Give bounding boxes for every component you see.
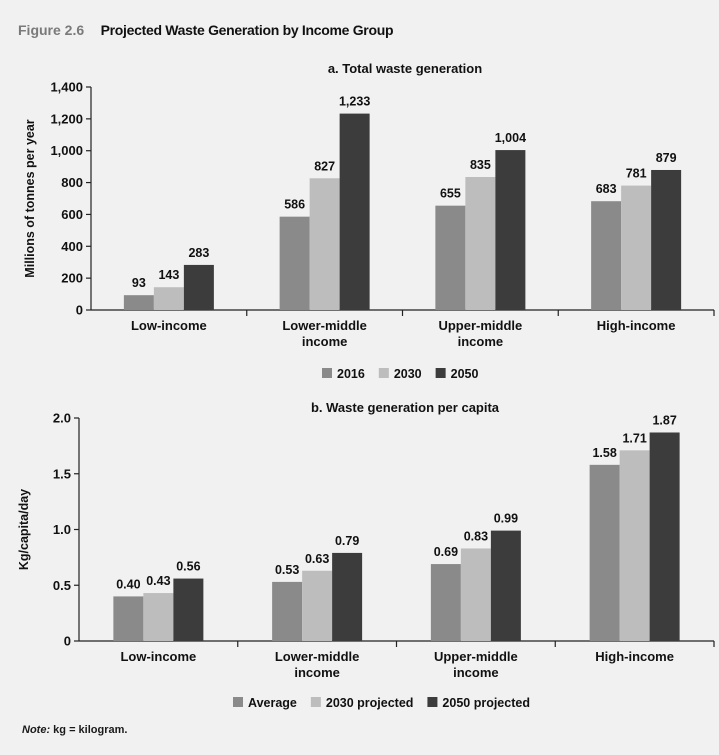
legend-label: 2030 bbox=[394, 367, 422, 381]
data-label: 1,004 bbox=[495, 131, 526, 145]
x-tick-label: Lower-middle bbox=[282, 318, 367, 333]
x-tick-label: Lower-middle bbox=[275, 649, 360, 664]
y-tick-label: 0.5 bbox=[53, 578, 71, 593]
data-label: 586 bbox=[284, 198, 305, 212]
data-label: 835 bbox=[470, 158, 491, 172]
y-tick-label: 1.0 bbox=[53, 522, 71, 537]
bar bbox=[589, 464, 620, 641]
chart-title: b. Waste generation per capita bbox=[311, 400, 500, 415]
legend-label: 2016 bbox=[337, 367, 365, 381]
bar bbox=[113, 596, 144, 641]
x-tick-label: income bbox=[294, 665, 340, 680]
data-label: 0.53 bbox=[275, 563, 299, 577]
bar bbox=[309, 178, 340, 310]
x-tick-label: Low-income bbox=[120, 649, 196, 664]
legend-swatch bbox=[427, 697, 438, 707]
data-label: 827 bbox=[314, 159, 335, 173]
x-tick-label: Upper-middle bbox=[434, 649, 518, 664]
figure-header: Figure 2.6 Projected Waste Generation by… bbox=[18, 22, 394, 40]
data-label: 0.56 bbox=[176, 560, 200, 574]
y-tick-label: 200 bbox=[61, 271, 83, 286]
x-tick-label: income bbox=[453, 665, 499, 680]
bar bbox=[183, 264, 214, 310]
bar bbox=[153, 287, 184, 310]
chart-title: a. Total waste generation bbox=[328, 61, 482, 76]
note-prefix: Note: bbox=[22, 724, 51, 736]
legend-swatch bbox=[435, 368, 446, 378]
bar bbox=[173, 578, 204, 641]
y-tick-label: 400 bbox=[61, 239, 83, 254]
data-label: 1.58 bbox=[592, 446, 616, 460]
bar bbox=[649, 432, 680, 641]
data-label: 879 bbox=[656, 151, 677, 165]
y-tick-label: 800 bbox=[61, 175, 83, 190]
legend-label: Average bbox=[248, 696, 297, 710]
y-tick-label: 1,200 bbox=[50, 111, 83, 126]
bar bbox=[621, 185, 652, 310]
data-label: 0.63 bbox=[305, 552, 329, 566]
bar bbox=[619, 450, 650, 641]
legend-swatch bbox=[378, 368, 389, 378]
data-label: 143 bbox=[158, 268, 179, 282]
bar bbox=[495, 150, 526, 310]
y-tick-label: 600 bbox=[61, 207, 83, 222]
data-label: 0.83 bbox=[464, 529, 488, 543]
x-tick-label: income bbox=[458, 334, 504, 349]
y-tick-label: 1,400 bbox=[50, 80, 83, 95]
note: Note: kg = kilogram. bbox=[22, 724, 127, 736]
bar bbox=[302, 570, 333, 641]
bar bbox=[279, 216, 310, 310]
data-label: 0.43 bbox=[146, 574, 170, 588]
x-tick-label: High-income bbox=[597, 318, 676, 333]
bar bbox=[490, 530, 521, 641]
legend-swatch bbox=[310, 697, 321, 707]
y-tick-label: 1.5 bbox=[53, 466, 71, 481]
chart-total-waste: a. Total waste generation Millions of ton… bbox=[23, 61, 715, 381]
data-label: 1,233 bbox=[339, 95, 370, 109]
data-label: 0.40 bbox=[116, 577, 140, 591]
note-text: kg = kilogram. bbox=[53, 724, 128, 736]
figure-label: Figure 2.6 bbox=[18, 22, 85, 38]
data-label: 0.99 bbox=[494, 512, 518, 526]
y-axis-label: Millions of tonnes per year bbox=[23, 119, 37, 277]
bar bbox=[332, 552, 363, 641]
data-label: 1.87 bbox=[652, 413, 676, 427]
y-tick-label: 0 bbox=[64, 634, 71, 649]
bar bbox=[272, 581, 303, 641]
y-axis-label: Kg/capita/day bbox=[17, 489, 31, 570]
data-label: 0.79 bbox=[335, 534, 359, 548]
bar bbox=[430, 564, 461, 641]
legend-swatch bbox=[322, 368, 332, 378]
x-tick-label: High-income bbox=[595, 649, 674, 664]
legend-label: 2050 projected bbox=[442, 696, 530, 710]
data-label: 781 bbox=[626, 167, 647, 181]
data-label: 683 bbox=[596, 182, 617, 196]
bar bbox=[123, 295, 154, 310]
bar bbox=[651, 169, 682, 310]
bar bbox=[460, 548, 491, 641]
legend-label: 2030 projected bbox=[326, 696, 414, 710]
data-label: 655 bbox=[440, 187, 461, 201]
bar bbox=[435, 205, 466, 310]
data-label: 0.69 bbox=[434, 545, 458, 559]
bar bbox=[143, 593, 174, 641]
data-label: 93 bbox=[132, 276, 146, 290]
bar bbox=[465, 176, 496, 310]
x-tick-label: Upper-middle bbox=[438, 318, 522, 333]
bar bbox=[591, 201, 622, 310]
x-tick-label: Low-income bbox=[131, 318, 207, 333]
y-tick-label: 0 bbox=[76, 303, 83, 318]
bar bbox=[339, 113, 370, 311]
x-tick-label: income bbox=[302, 334, 348, 349]
legend-label: 2050 bbox=[451, 367, 479, 381]
data-label: 283 bbox=[188, 246, 209, 260]
y-tick-label: 2.0 bbox=[53, 411, 71, 426]
data-label: 1.71 bbox=[622, 431, 646, 445]
legend-swatch bbox=[233, 697, 243, 707]
y-tick-label: 1,000 bbox=[50, 143, 83, 158]
figure-title: Projected Waste Generation by Income Gro… bbox=[100, 22, 394, 38]
